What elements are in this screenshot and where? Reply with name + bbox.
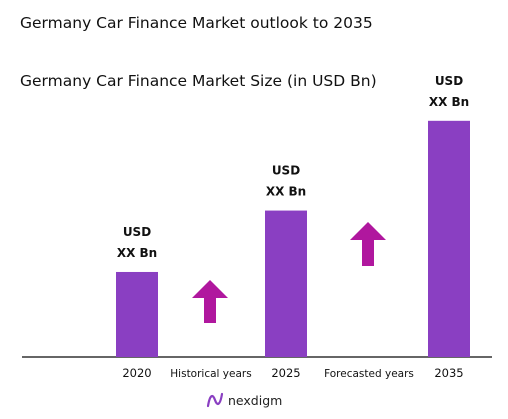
page-title: Germany Car Finance Market outlook to 20… (20, 14, 373, 32)
bar-value-label: USD (272, 164, 300, 178)
bar-value-label: XX Bn (266, 185, 306, 199)
bar-value-label: USD (435, 74, 463, 88)
period-label: Historical years (170, 368, 251, 380)
chart-title: Germany Car Finance Market Size (in USD … (20, 72, 377, 90)
growth-arrow-icon (192, 280, 228, 323)
x-tick-label: 2025 (271, 366, 300, 380)
nexdigm-logo-icon (206, 392, 224, 408)
bar-value-label: XX Bn (117, 246, 157, 260)
x-tick-label: 2020 (122, 366, 151, 380)
brand-name: nexdigm (228, 392, 283, 408)
bar-value-label: XX Bn (429, 95, 469, 109)
bar-2035 (428, 120, 470, 357)
growth-arrow-icon (350, 222, 386, 266)
brand-logo: nexdigm (206, 392, 282, 408)
bar-2025 (265, 210, 307, 357)
bar-2020 (116, 271, 158, 357)
x-tick-label: 2035 (434, 366, 463, 380)
period-label: Forecasted years (324, 368, 414, 380)
bar-value-label: USD (123, 225, 151, 239)
